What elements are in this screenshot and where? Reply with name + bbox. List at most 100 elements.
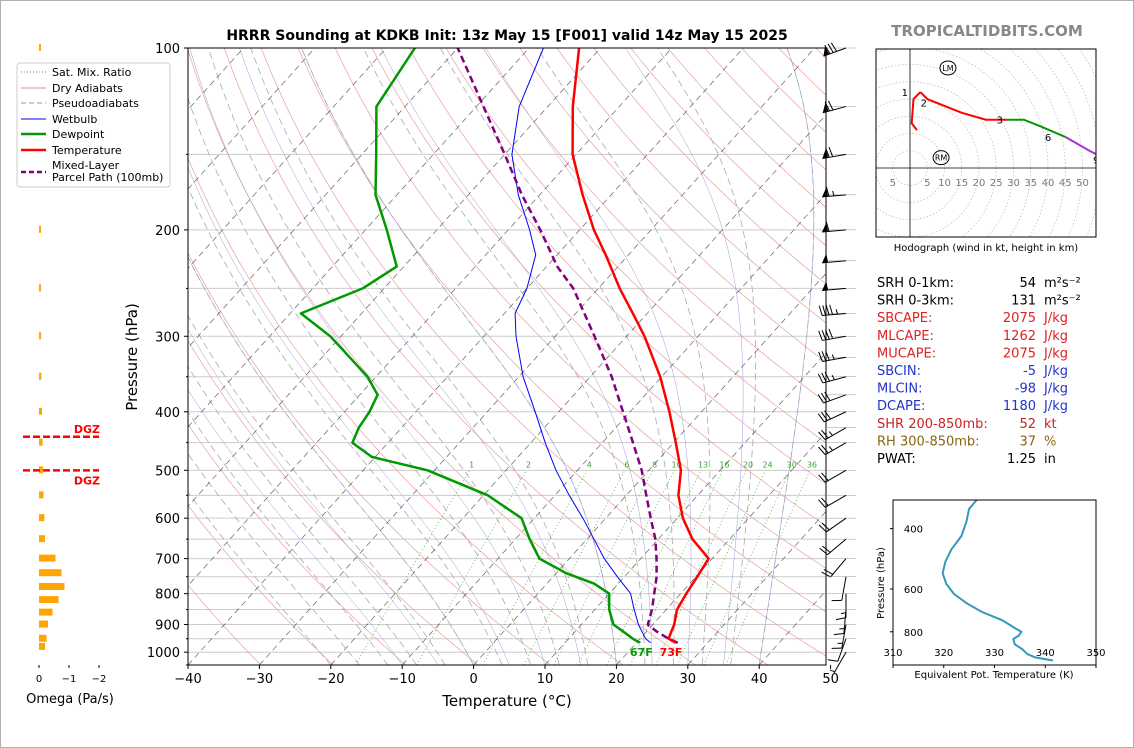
omega-bar	[39, 554, 56, 562]
y-tick-label: 500	[155, 464, 180, 479]
skewt-axes: −40 −30 −20 −10 0 10 20 30 40 50 100 200 300 400 500 60…	[147, 42, 839, 687]
x-tick-label: −40	[174, 672, 201, 687]
wind-barb	[818, 350, 856, 362]
pseudoadiabat-line	[439, 48, 675, 665]
index-value: 1.25	[1007, 452, 1036, 467]
x-tick-label: 0	[469, 672, 477, 687]
moist-adiabat-line	[758, 48, 815, 665]
barb-flag	[823, 46, 830, 57]
mixing-ratio-label: 6	[624, 460, 629, 469]
hodograph-ring-label: 45	[1059, 178, 1072, 189]
barb-full	[822, 305, 827, 316]
wind-barb	[826, 624, 856, 649]
index-label: RH 300-850mb:	[877, 434, 980, 449]
barb-full	[821, 497, 829, 506]
index-label: SBCIN:	[877, 364, 921, 379]
barb-half	[828, 446, 833, 451]
theta-e-y-tick-label: 800	[904, 628, 923, 639]
index-row: DCAPE: 1180 J/kg	[877, 399, 1068, 414]
barb-full	[818, 524, 827, 533]
pseudoadiabat-line	[188, 411, 389, 665]
y-tick-label: 900	[155, 619, 180, 634]
dry-adiabat-line	[188, 252, 551, 665]
moist-adiabat-line	[301, 48, 617, 665]
barb-full	[818, 446, 826, 455]
isotherm-line	[259, 48, 815, 665]
barb-staff	[823, 47, 847, 57]
isotherm-line	[188, 48, 387, 269]
barb-full	[824, 44, 831, 55]
wind-barb	[822, 100, 856, 114]
barb-full	[828, 328, 834, 339]
barb-full	[817, 373, 824, 384]
omega-bar	[39, 642, 45, 650]
wind-barb	[819, 538, 856, 555]
hodograph-ring-label: 25	[990, 178, 1003, 189]
dry-adiabat-line	[188, 584, 262, 665]
barb-staff	[841, 576, 847, 601]
omega-bar	[39, 332, 42, 340]
barb-staff	[824, 442, 847, 456]
wind-barb	[826, 593, 856, 621]
hodograph-ring-label: 5	[924, 178, 930, 189]
mixing-ratio-label: 2	[526, 460, 531, 469]
omega-bar	[39, 491, 44, 499]
isotherm-line	[188, 48, 316, 190]
barb-staff	[830, 558, 847, 578]
isotherm-line	[401, 193, 826, 665]
legend-item-parcel-path: Parcel Path (100mb)	[52, 171, 163, 184]
hodograph-ring-label: 35	[1024, 178, 1037, 189]
legend-item-dry-adiabats: Dry Adiabats	[52, 82, 123, 95]
index-unit: J/kg	[1043, 399, 1068, 414]
dry-adiabat-line	[778, 48, 826, 96]
theta-e-y-label: Pressure (hPa)	[876, 547, 887, 619]
index-row: SBCIN: -5 J/kg	[877, 364, 1068, 379]
mixing-ratio-label: 4	[587, 460, 592, 469]
dry-adiabat-line	[297, 48, 826, 613]
mixing-ratio-line	[577, 470, 675, 665]
wind-barb	[818, 469, 856, 483]
index-label: DCAPE:	[877, 399, 925, 414]
isotherm-line	[330, 114, 826, 665]
barb-full	[825, 304, 830, 316]
hodograph-ring-label: 30	[1007, 178, 1020, 189]
barb-staff	[822, 312, 847, 317]
barb-full	[821, 330, 827, 341]
skewt-panel: 1 2 4 6 8 10 13 16 20 24 30 36 −40 −30 −20 −10 0 10 20 30 4…	[123, 42, 839, 710]
omega-bar	[39, 225, 41, 233]
dry-adiabat-line	[334, 48, 826, 569]
moist-adiabat-line	[188, 328, 439, 665]
y-tick-label: 1000	[147, 646, 180, 661]
barb-full	[830, 42, 838, 52]
wind-barb	[822, 253, 856, 264]
barb-full	[821, 522, 830, 531]
legend-item-dewpoint: Dewpoint	[52, 128, 105, 141]
omega-bar	[39, 535, 45, 543]
omega-bar	[39, 284, 41, 292]
wind-barb	[822, 221, 856, 233]
dry-adiabat-line	[741, 48, 826, 133]
mixing-ratio-label: 36	[807, 460, 817, 469]
barb-staff	[824, 427, 847, 441]
barb-full	[824, 371, 831, 382]
omega-bar	[39, 372, 42, 380]
index-row: PWAT: 1.25 in	[877, 452, 1056, 467]
hodograph-ring-label: 15	[955, 178, 968, 189]
omega-bar	[39, 466, 43, 474]
barb-full	[821, 351, 827, 362]
skewt-clipped-lines: 1 2 4 6 8 10 13 16 20 24 30 36	[188, 48, 826, 665]
legend-item-sat-mix-ratio: Sat. Mix. Ratio	[52, 66, 132, 79]
mixing-ratio-line	[553, 470, 653, 665]
dry-adiabat-line	[519, 48, 826, 363]
omega-bar	[39, 608, 53, 616]
skewt-series-clipped	[299, 48, 710, 644]
surface-dewpoint-label: 67F	[630, 646, 653, 659]
rm-label: RM	[935, 154, 948, 163]
wind-barbs-column	[817, 42, 856, 674]
barb-full	[818, 330, 823, 341]
wind-barb	[826, 651, 856, 674]
mixing-ratio-line	[416, 470, 527, 665]
y-tick-label: 700	[155, 553, 180, 568]
index-unit: kt	[1044, 417, 1057, 432]
barb-staff	[837, 638, 847, 662]
